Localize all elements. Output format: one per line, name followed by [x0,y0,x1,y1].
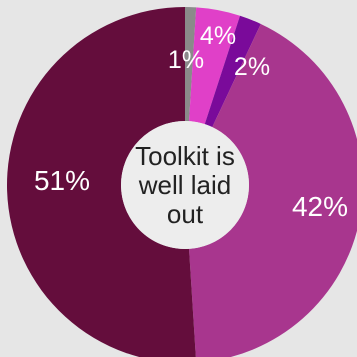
center-label-line: Toolkit is [135,141,235,171]
slice-label-42pct: 42% [292,191,348,222]
center-label-line: out [167,199,204,229]
donut-hole [121,121,249,249]
slice-labels: 1%4% 2% 42% 51% [34,22,348,222]
slice-label-1pct: 1% [168,46,204,74]
center-label-line: well laid [138,170,232,200]
slice-label-51pct: 51% [34,165,90,196]
slice-42pct [189,23,357,357]
donut-slices [7,7,357,357]
slice-label-2pct: 2% [234,53,270,81]
center-label: Toolkit is well laid out [135,141,235,229]
slice-2pct [204,15,261,128]
slice-1pct [185,7,197,122]
slice-4pct [189,7,241,125]
slice-51pct [7,7,196,357]
slice-label-4pct: 4% [200,22,236,50]
